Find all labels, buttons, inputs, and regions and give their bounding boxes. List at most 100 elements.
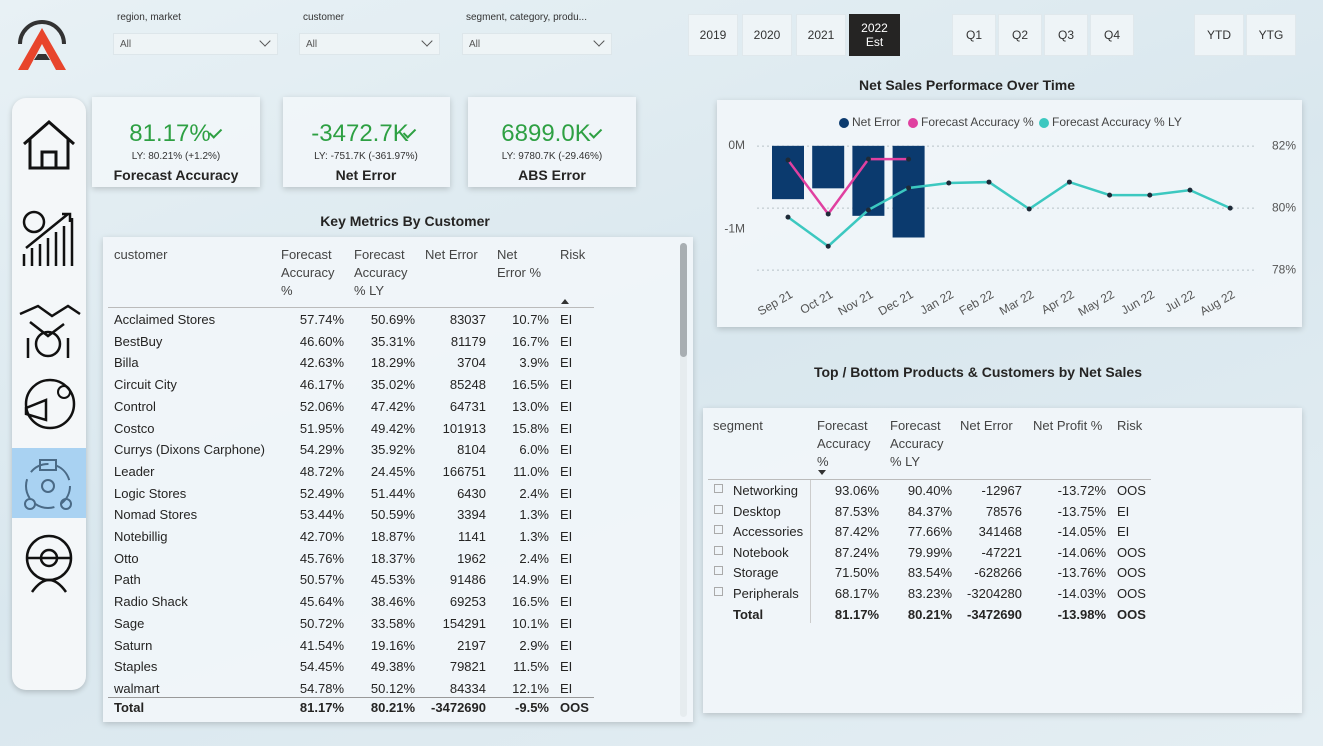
y2-tick-label: 80% — [1272, 200, 1296, 214]
year-button[interactable]: 2022 Est — [849, 14, 900, 56]
value-cell: 51.44% — [370, 485, 415, 501]
expand-icon[interactable] — [714, 525, 723, 535]
nav-finance[interactable] — [12, 204, 86, 274]
value-cell: 35.92% — [370, 442, 415, 458]
value-cell: 38.46% — [370, 594, 415, 610]
risk-cell: OOS — [1117, 606, 1146, 622]
column-divider — [810, 480, 811, 623]
period-button[interactable]: YTD — [1194, 14, 1244, 56]
column-header: Forecast Accuracy % LY — [354, 247, 408, 298]
row-label: Path — [114, 572, 141, 588]
logo — [18, 20, 66, 70]
value-cell: 42.70% — [299, 529, 344, 544]
x-tick-label: Feb 22 — [957, 287, 997, 318]
value-cell: 2.4% — [519, 550, 549, 566]
value-cell: 77.66% — [907, 524, 952, 540]
value-cell: 90.40% — [907, 483, 952, 498]
column-header: Net Error % — [497, 247, 542, 280]
legend-swatch — [839, 118, 849, 128]
expand-icon[interactable] — [714, 484, 723, 493]
row-label: Nomad Stores — [114, 507, 198, 523]
risk-cell: EI — [560, 463, 573, 479]
expand-icon[interactable] — [714, 545, 723, 555]
point-marker — [1187, 187, 1193, 193]
nav-marketing[interactable] — [12, 370, 86, 440]
value-cell: 49.38% — [370, 659, 415, 675]
value-cell: 50.69% — [370, 312, 415, 327]
value-cell: 45.53% — [370, 572, 415, 588]
period-button[interactable]: YTG — [1246, 14, 1296, 56]
value-cell: 71.50% — [834, 565, 879, 581]
period-label: YTG — [1258, 28, 1284, 42]
chart: 82% 80% 78% 0M -1M Sep 21 Oct 21 Nov 21 Dec 21 Ja… — [724, 115, 1296, 319]
table-title: Key Metrics By Customer — [320, 213, 490, 229]
x-tick-label: Dec 21 — [876, 287, 916, 318]
point-marker — [1227, 205, 1233, 211]
quarter-button[interactable]: Q3 — [1044, 14, 1088, 56]
nav-home[interactable] — [12, 104, 86, 174]
year-label: 2019 — [699, 28, 727, 42]
x-tick-label: Nov 21 — [836, 287, 876, 318]
row-label: Accessories — [733, 524, 804, 540]
risk-cell: EI — [560, 572, 573, 588]
expand-icon[interactable] — [714, 587, 723, 596]
value-cell: 35.31% — [370, 333, 415, 349]
value-cell: 84.37% — [907, 503, 952, 519]
nav-operations[interactable] — [12, 448, 86, 518]
point-marker — [986, 179, 992, 185]
dropdown-chevron — [259, 35, 271, 47]
risk-cell: OOS — [1117, 586, 1146, 601]
row-label: Saturn — [114, 637, 153, 653]
dropdown-chevron — [593, 35, 605, 47]
value-cell: 83.23% — [907, 586, 952, 601]
value-cell: 11.0% — [513, 463, 549, 479]
customer-table-card — [103, 237, 693, 722]
value-cell: 10.7% — [512, 312, 549, 327]
expand-icon[interactable] — [714, 566, 723, 576]
kpi-card — [92, 97, 260, 187]
year-button[interactable]: 2019 — [688, 14, 738, 56]
risk-cell: EI — [560, 398, 573, 414]
value-cell: 48.72% — [299, 463, 344, 479]
filter-label: region, market — [117, 12, 181, 23]
expand-icon[interactable] — [714, 504, 723, 514]
kpi-value: 81.17% — [129, 120, 211, 147]
row-label: Otto — [114, 550, 139, 566]
value-cell: 81.17% — [834, 606, 879, 622]
value-cell: -3204280 — [967, 586, 1022, 601]
risk-cell: EI — [560, 680, 573, 696]
value-cell: 2.4% — [519, 485, 549, 501]
row-label: Radio Shack — [114, 594, 188, 610]
scrollbar-thumb[interactable] — [680, 243, 687, 357]
year-button[interactable]: 2020 — [742, 14, 792, 56]
quarter-label: Q4 — [1103, 28, 1120, 42]
quarter-button[interactable]: Q2 — [998, 14, 1042, 56]
y-tick-label: 0M — [728, 138, 745, 152]
point-marker — [906, 185, 912, 191]
legend-label: Net Error — [852, 115, 901, 129]
point-marker — [946, 180, 952, 186]
value-cell: 15.8% — [512, 420, 549, 436]
value-cell: 3.9% — [519, 355, 549, 371]
quarter-button[interactable]: Q1 — [952, 14, 996, 56]
point-marker — [865, 156, 871, 162]
point-marker — [865, 207, 871, 213]
row-label: Control — [114, 398, 156, 414]
quarter-button[interactable]: Q4 — [1090, 14, 1134, 56]
value-cell: 81179 — [450, 333, 486, 349]
year-button[interactable]: 2021 — [796, 14, 846, 56]
dropdown[interactable]: All — [299, 33, 440, 55]
dropdown[interactable]: All — [462, 33, 612, 55]
value-cell: 83037 — [449, 312, 486, 327]
dropdown[interactable]: All — [113, 33, 278, 55]
value-cell: 18.87% — [370, 529, 415, 544]
risk-cell: EI — [560, 333, 573, 349]
value-cell: 83.54% — [907, 565, 952, 581]
nav-deals[interactable] — [12, 294, 86, 364]
row-label: Total — [733, 606, 764, 622]
nav-customers[interactable] — [12, 528, 86, 598]
line — [787, 180, 1231, 248]
value-cell: 35.02% — [370, 377, 415, 393]
row-label: Currys (Dixons Carphone) — [114, 442, 265, 458]
